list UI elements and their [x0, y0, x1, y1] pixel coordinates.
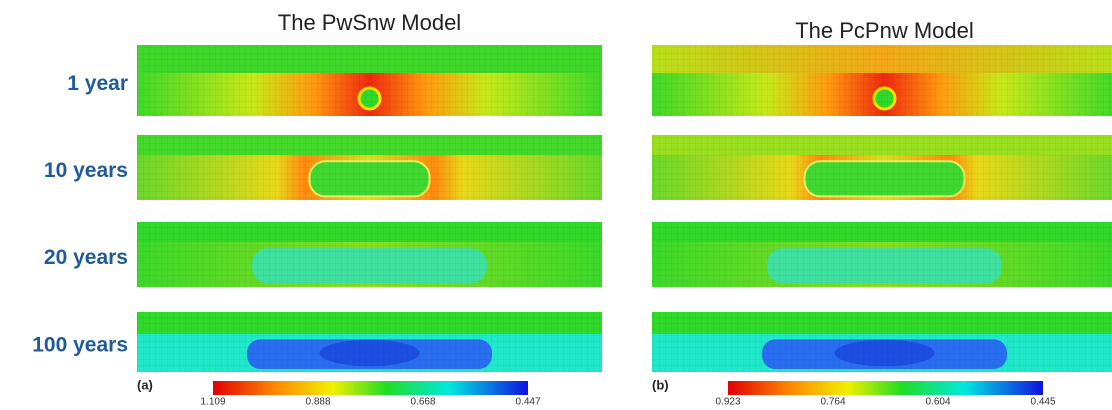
mesh: [137, 135, 602, 200]
colorbar: [728, 381, 1043, 395]
colorbar-label: 0.764: [820, 397, 845, 408]
mesh: [652, 312, 1112, 372]
panel-title: The PcPnw Model: [795, 18, 974, 43]
mesh: [652, 135, 1112, 200]
panel-label: (a): [137, 377, 153, 392]
colorbar-label: 0.668: [410, 397, 435, 408]
mesh: [137, 45, 602, 116]
panel-title: The PwSnw Model: [278, 10, 461, 35]
colorbar-label: 0.923: [715, 397, 740, 408]
colorbar-label: 0.445: [1030, 397, 1055, 408]
mesh: [652, 222, 1112, 287]
mesh: [137, 312, 602, 372]
panel-label: (b): [652, 377, 669, 392]
mesh: [137, 222, 602, 287]
row-label: 20 years: [44, 246, 128, 269]
colorbar: [213, 381, 528, 395]
row-label: 1 year: [67, 72, 128, 95]
row-label: 100 years: [32, 334, 128, 357]
colorbar-label: 0.447: [515, 397, 540, 408]
colorbar-label: 0.604: [925, 397, 950, 408]
colorbar-label: 0.888: [305, 397, 330, 408]
row-label: 10 years: [44, 159, 128, 182]
mesh: [652, 45, 1112, 116]
colorbar-label: 1.109: [200, 397, 225, 408]
